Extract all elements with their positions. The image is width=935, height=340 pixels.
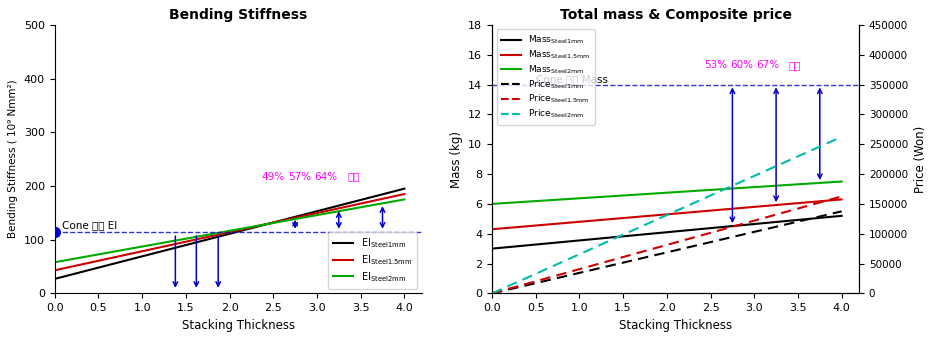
Y-axis label: Price (Won): Price (Won): [913, 125, 927, 193]
Text: 감소: 감소: [788, 60, 800, 70]
Text: 증가: 증가: [348, 172, 360, 182]
Text: 53%: 53%: [704, 60, 727, 70]
X-axis label: Stacking Thickness: Stacking Thickness: [181, 319, 295, 332]
Text: Cone 기본 Mass: Cone 기본 Mass: [536, 74, 608, 84]
Text: Cone 기본 EI: Cone 기본 EI: [62, 220, 117, 231]
Text: 60%: 60%: [730, 60, 754, 70]
Title: Total mass & Composite price: Total mass & Composite price: [559, 8, 792, 22]
Text: 64%: 64%: [314, 172, 338, 182]
Text: 67%: 67%: [755, 60, 779, 70]
Legend: Mass$_{\mathsf{Steel 1mm}}$, Mass$_{\mathsf{Steel 1.5mm}}$, Mass$_{\mathsf{Steel: Mass$_{\mathsf{Steel 1mm}}$, Mass$_{\mat…: [496, 29, 595, 125]
Text: 49%: 49%: [262, 172, 285, 182]
Text: 57%: 57%: [288, 172, 311, 182]
X-axis label: Stacking Thickness: Stacking Thickness: [619, 319, 732, 332]
Y-axis label: Bending Stiffness ( 10⁹ Nmm²): Bending Stiffness ( 10⁹ Nmm²): [8, 80, 19, 238]
Legend: EI$_{\mathsf{Steel 1mm}}$, EI$_{\mathsf{Steel 1.5mm}}$, EI$_{\mathsf{Steel 2mm}}: EI$_{\mathsf{Steel 1mm}}$, EI$_{\mathsf{…: [328, 232, 417, 289]
Y-axis label: Mass (kg): Mass (kg): [450, 131, 463, 188]
Title: Bending Stiffness: Bending Stiffness: [169, 8, 308, 22]
